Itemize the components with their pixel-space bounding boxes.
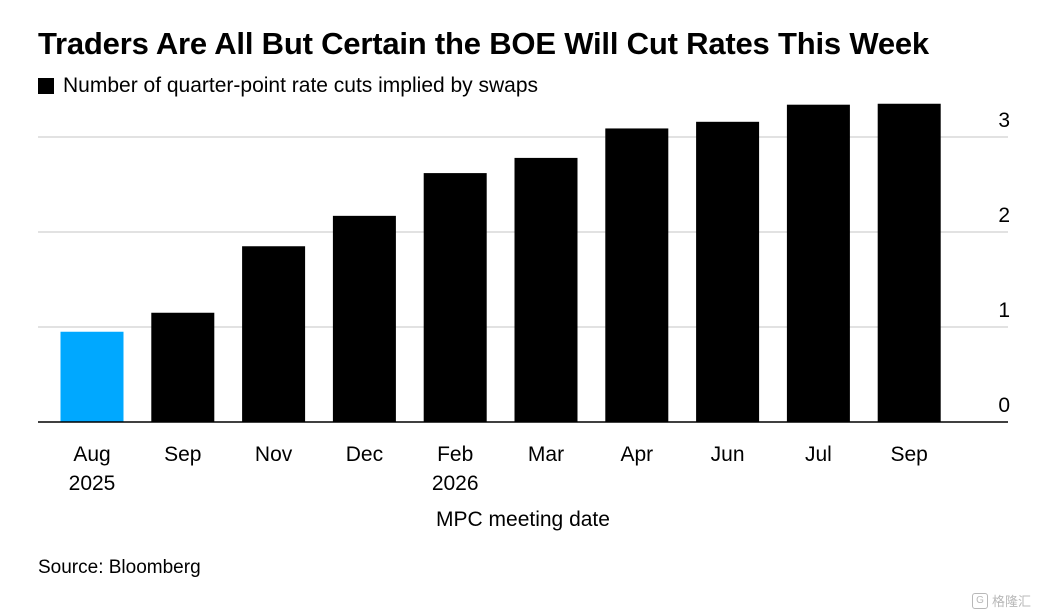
bars-layer — [60, 103, 941, 423]
x-tick-label: Aug — [73, 443, 110, 466]
bar — [605, 128, 669, 422]
x-tick-label: Feb — [437, 443, 473, 466]
x-tick-label: Jul — [805, 443, 832, 466]
labels-layer: 0 1 2 3 Aug 2025 Sep Nov Dec Feb 2026 Mar Apr Jun Jul S… — [69, 109, 1010, 495]
bar — [242, 246, 306, 422]
x-axis-title: MPC meeting date — [436, 508, 610, 531]
watermark-logo-icon: G — [971, 592, 988, 609]
legend-swatch — [38, 78, 54, 94]
bar — [151, 312, 215, 422]
x-tick-label: Apr — [620, 443, 653, 466]
bar — [514, 157, 578, 422]
source-note: Source: Bloomberg — [38, 557, 201, 578]
bar — [786, 104, 850, 422]
y-tick-label: 2 — [998, 204, 1010, 227]
y-tick-label: 0 — [998, 394, 1010, 417]
x-tick-label: Dec — [346, 443, 383, 466]
bar — [696, 121, 760, 423]
bar — [332, 215, 396, 422]
y-tick-label: 1 — [998, 299, 1010, 322]
bar — [877, 103, 941, 422]
y-tick-label: 3 — [998, 109, 1010, 132]
x-tick-label: 2025 — [69, 472, 116, 495]
x-tick-label: Mar — [528, 443, 564, 466]
chart-title: Traders Are All But Certain the BOE Will… — [38, 26, 929, 61]
bar — [60, 331, 124, 422]
x-tick-label: Sep — [164, 443, 201, 466]
x-tick-label: 2026 — [432, 472, 479, 495]
legend: Number of quarter-point rate cuts implie… — [38, 74, 538, 98]
x-tick-label: Sep — [891, 443, 928, 466]
bar — [423, 173, 487, 422]
legend-label: Number of quarter-point rate cuts implie… — [63, 74, 539, 97]
watermark-text: 格隆汇 — [991, 594, 1031, 609]
x-tick-label: Nov — [255, 443, 293, 466]
x-tick-label: Jun — [711, 443, 745, 466]
watermark: G 格隆汇 — [971, 591, 1031, 610]
